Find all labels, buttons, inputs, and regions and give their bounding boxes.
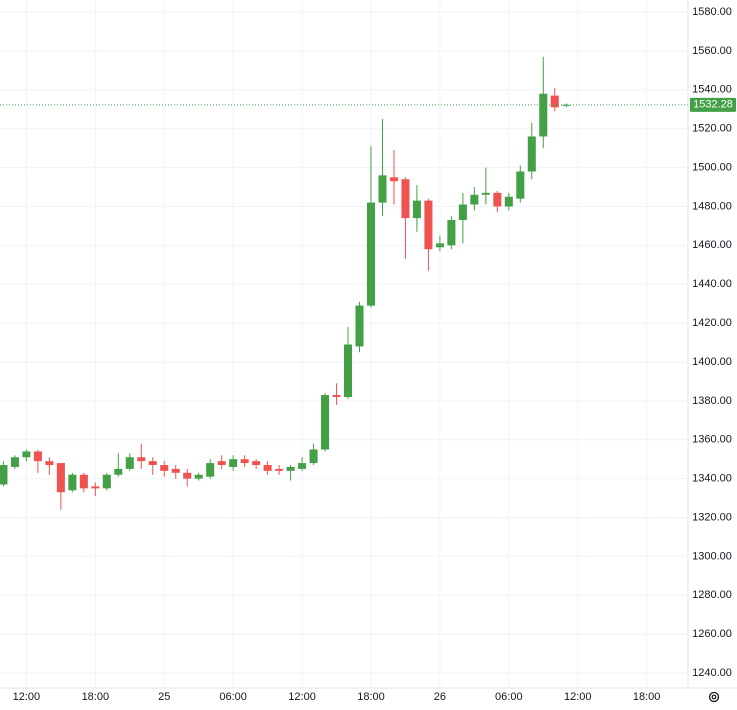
y-tick-label: 1380.00: [692, 395, 732, 407]
x-tick-label: 26: [434, 691, 446, 703]
candle-body: [137, 457, 146, 462]
candle-body: [481, 192, 490, 195]
candle-body: [45, 461, 54, 466]
candle-body: [470, 194, 479, 205]
y-tick-label: 1420.00: [692, 317, 732, 329]
candle-body: [447, 220, 456, 246]
candle-body: [298, 463, 307, 469]
axes: 1240.00 1260.00 1280.00 1300.00 1320.00 1340.…: [13, 6, 736, 703]
x-tick-label: 25: [158, 691, 170, 703]
candle-body: [194, 474, 203, 479]
candles: [0, 56, 688, 510]
y-tick-label: 1440.00: [692, 278, 732, 290]
candle-body: [183, 472, 192, 479]
candle-body: [401, 179, 410, 219]
candle-body: [275, 468, 284, 471]
candle-body: [458, 204, 467, 221]
gear: [708, 691, 720, 703]
candle-body: [344, 344, 353, 397]
candle-body: [435, 243, 444, 248]
candle-body: [309, 449, 318, 464]
candle-body: [550, 95, 559, 108]
y-tick-label: 1240.00: [692, 667, 732, 679]
candle-body: [366, 202, 376, 306]
candle-body: [0, 465, 8, 485]
y-tick-label: 1280.00: [692, 589, 732, 601]
candle-body: [263, 465, 272, 471]
x-tick-label: 06:00: [219, 691, 247, 703]
candle-body: [56, 463, 65, 493]
y-tick-label: 1500.00: [692, 161, 732, 173]
candle-body: [240, 459, 249, 464]
y-tick-label: 1520.00: [692, 123, 732, 135]
candle-body: [252, 461, 261, 466]
grid: [0, 0, 688, 688]
candle-body: [229, 459, 238, 467]
candle-body: [125, 457, 134, 469]
candle-body: [389, 177, 398, 182]
candle-body: [22, 451, 31, 458]
candle-body: [10, 457, 19, 467]
candle-body: [355, 305, 364, 347]
y-tick-label: 1300.00: [692, 550, 732, 562]
candle-body: [378, 175, 387, 203]
candle-body: [493, 192, 502, 207]
candle-body: [539, 93, 548, 137]
candle-body: [171, 468, 180, 473]
candle-body: [102, 474, 111, 489]
candle-body: [332, 395, 341, 397]
x-tick-label: 18:00: [82, 691, 110, 703]
y-tick-label: 1480.00: [692, 200, 732, 212]
x-tick-label: 06:00: [495, 691, 523, 703]
candle-body: [286, 466, 295, 471]
candle-body: [148, 461, 157, 466]
y-tick-label: 1340.00: [692, 473, 732, 485]
y-tick-label: 1560.00: [692, 45, 732, 57]
candle-body: [321, 395, 330, 450]
y-tick-label: 1360.00: [692, 434, 732, 446]
candle-body: [562, 104, 571, 106]
candle-body: [206, 463, 215, 477]
x-tick-label: 18:00: [633, 691, 661, 703]
x-tick-label: 18:00: [357, 691, 385, 703]
candle-body: [412, 200, 421, 219]
candle-body: [33, 451, 42, 462]
last-price-label: 1532.28: [693, 99, 733, 111]
y-tick-label: 1320.00: [692, 511, 732, 523]
candle-body: [91, 486, 100, 489]
x-tick-label: 12:00: [13, 691, 41, 703]
y-tick-label: 1400.00: [692, 356, 732, 368]
settings-icon[interactable]: [708, 691, 720, 703]
candle-body: [68, 474, 77, 491]
x-tick-label: 12:00: [564, 691, 592, 703]
candle-body: [527, 136, 536, 172]
x-tick-label: 12:00: [288, 691, 316, 703]
y-tick-label: 1580.00: [692, 6, 732, 18]
candle-body: [79, 474, 88, 489]
y-tick-label: 1260.00: [692, 628, 732, 640]
y-tick-label: 1460.00: [692, 239, 732, 251]
candle-body: [114, 468, 123, 475]
candle-body: [504, 196, 513, 207]
last-price-box: [690, 97, 736, 112]
y-tick-label: 1540.00: [692, 84, 732, 96]
candle-body: [516, 171, 525, 199]
gear-center: [711, 694, 717, 700]
candle-body: [424, 200, 433, 250]
candle-body: [217, 461, 226, 466]
candle-body: [160, 465, 169, 471]
